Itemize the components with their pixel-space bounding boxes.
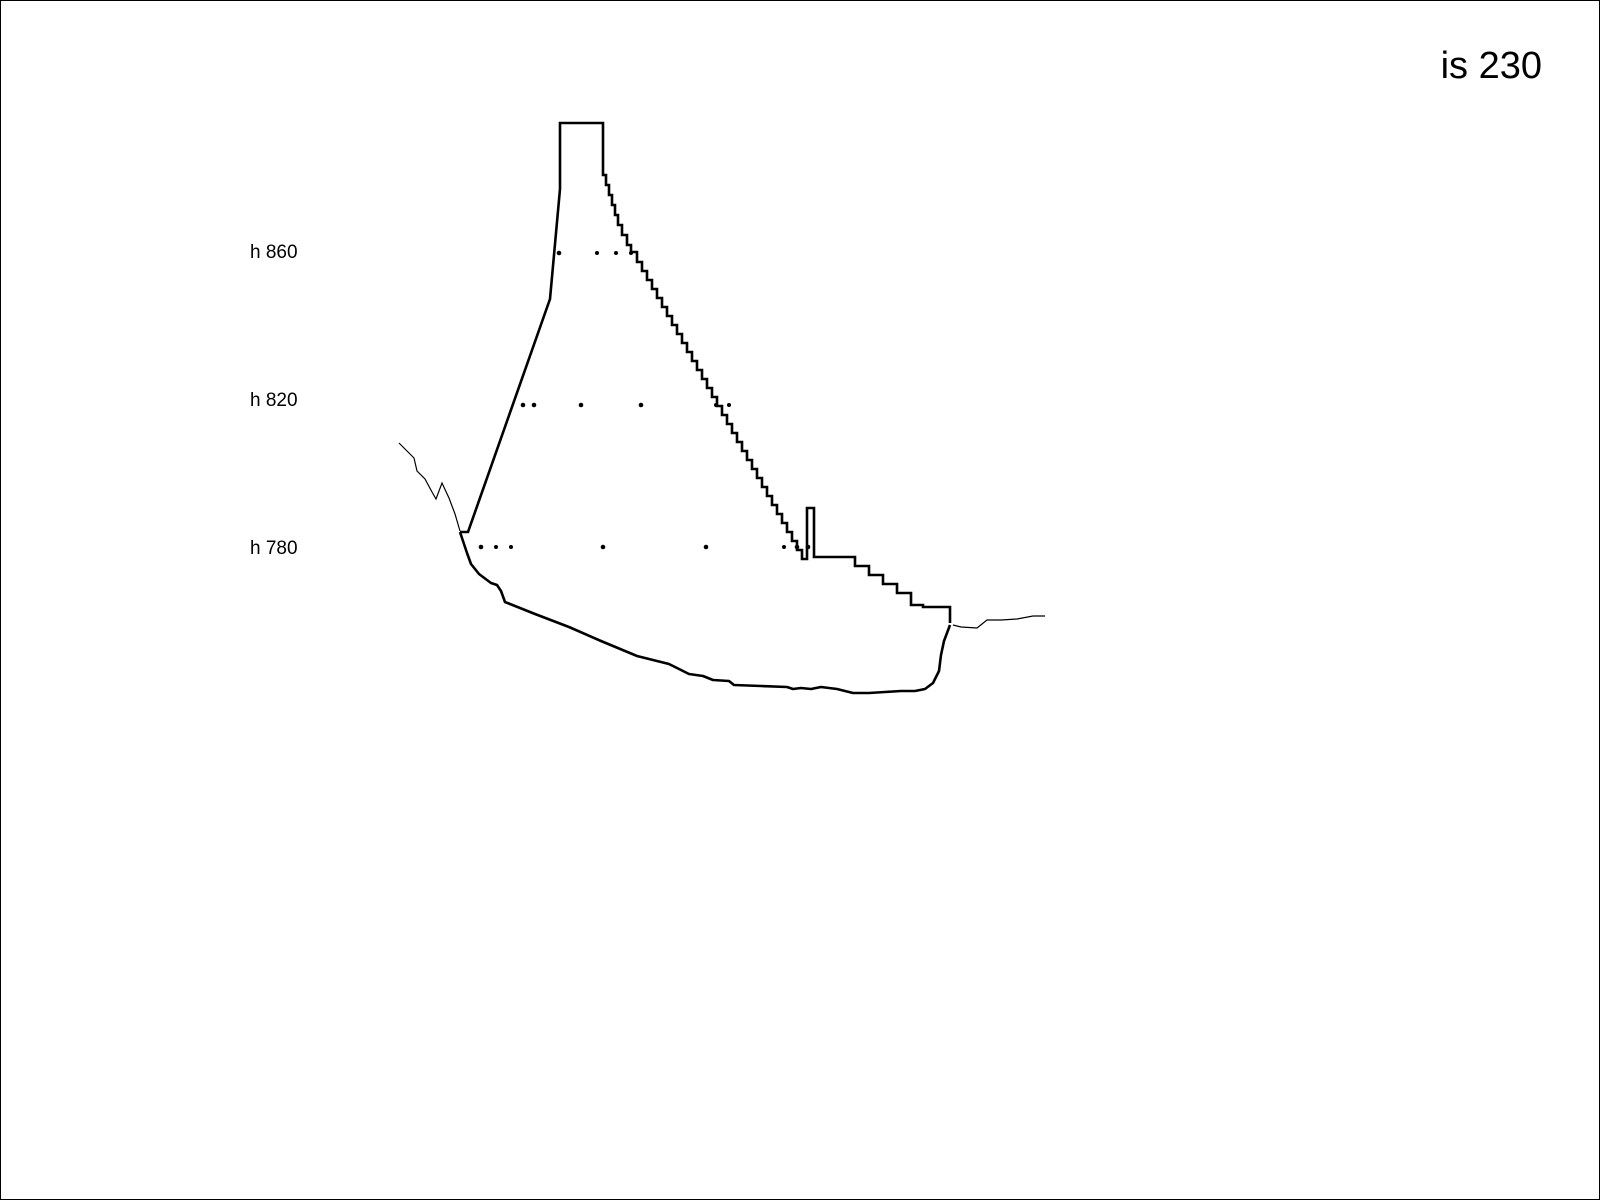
gallery-point (727, 403, 731, 407)
gallery-point (478, 544, 484, 550)
terrain-profile-left (398, 442, 461, 532)
foundation-line (458, 531, 952, 695)
gallery-point (794, 544, 800, 550)
level-label-860: h 860 (250, 242, 298, 263)
gallery-point (638, 402, 644, 408)
terrain-profile-right (952, 615, 1045, 629)
gallery-point (714, 403, 718, 407)
gallery-point (556, 250, 562, 256)
gallery-point (494, 545, 498, 549)
gallery-point (703, 544, 709, 550)
gallery-point (578, 402, 584, 408)
gallery-point (520, 402, 526, 408)
gallery-point (629, 251, 633, 255)
gallery-point (782, 545, 786, 549)
gallery-point (531, 402, 537, 408)
gallery-point (509, 545, 513, 549)
points-row-820 (520, 402, 731, 408)
level-label-820: h 820 (250, 390, 298, 411)
points-row-780 (478, 544, 811, 550)
drawing-title: is 230 (1440, 45, 1542, 87)
dam-outline (460, 121, 952, 623)
gallery-point (805, 544, 811, 550)
points-row-860 (556, 250, 633, 256)
gallery-point (600, 544, 606, 550)
gallery-point (614, 251, 618, 255)
level-label-780: h 780 (250, 538, 298, 559)
gallery-point (595, 251, 599, 255)
